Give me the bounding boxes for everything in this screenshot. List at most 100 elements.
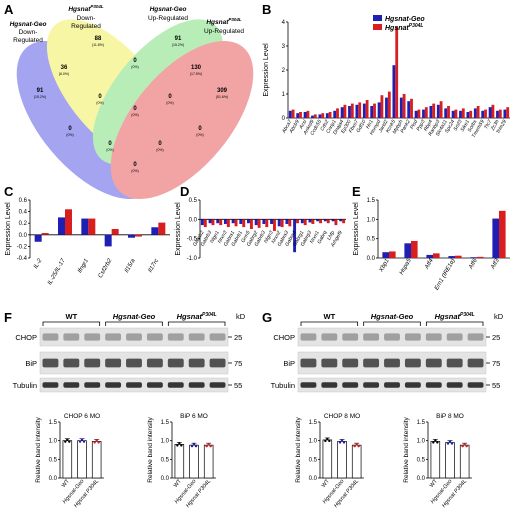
bar [399,97,403,118]
venn-pct: (0%) [131,65,138,69]
x-tick-label: Ern1 (IRE1α) [434,258,457,291]
venn-pct: (17.5%) [190,72,202,76]
x-tick-label: WT [61,478,72,489]
venn-count: 0 [133,106,137,112]
data-point [93,441,96,444]
venn-pct: (0%) [131,169,138,173]
bar [343,104,347,118]
chart-f-chop: CHOP 6 MO 0.0 0.5 1.0 1.5 Relative band inten… [35,413,104,509]
y-tick-label: -0.4 [17,256,28,262]
bar [319,219,323,224]
data-point [446,442,450,445]
data-point [450,442,454,445]
y-tick-label: 0.4 [19,210,28,216]
data-point [432,441,435,444]
bar [339,219,343,222]
y-tick-label: -1.0 [187,256,198,262]
bar [331,219,335,222]
bar [389,251,396,258]
x-tick-label: Csf2rb2 [98,257,114,279]
x-tick-label: Srsf3 [453,119,464,132]
blot-band [105,358,122,368]
blot-band [363,333,380,341]
bar [77,440,87,479]
blot-band [126,333,142,341]
y-tick-label: 1 [282,92,286,98]
blot-row-label: BiP [25,359,37,368]
y-tick-label: 0.5 [309,457,318,463]
bar [321,113,325,118]
x-tick-label: Pisd [409,119,419,131]
chart-e: 0.0 0.5 1.0 1.5 Expression Level Xbp1 Hspa5 Atf… [353,198,510,291]
x-tick-label: Ifngr1 [77,258,90,274]
bar [296,113,300,118]
data-point [357,444,360,448]
blot-band [188,333,205,341]
venn-pct: (15.2%) [172,43,184,47]
data-point [342,441,346,444]
blot-row-label: Tubulin [13,381,37,390]
bar [436,104,440,118]
y-tick-label: 0.0 [309,476,318,482]
bar [81,218,89,235]
bar [326,219,330,224]
bar [430,441,441,479]
x-tick-label: WT [321,478,332,489]
venn-count: 36 [61,65,68,71]
blot-band [188,382,205,388]
bar [216,219,220,224]
bar [429,106,433,118]
blot-band [146,333,163,341]
y-tick-label: 1.0 [417,439,426,445]
data-point [355,442,358,446]
chart-g-chop: CHOP 8 MO 0.0 0.5 1.0 1.5 Relative band inten… [295,413,364,509]
blot-band [105,333,122,341]
bar [318,114,322,118]
bar [257,219,261,228]
blot-band [321,333,338,341]
data-point [66,438,69,441]
blot-band [188,358,205,368]
venn-label-p304l-down-1: HgsnatP304L [68,4,104,13]
y-tick-label: 1.0 [49,439,58,445]
venn-label-geo-down-3: Regulated [13,37,43,44]
bar [174,444,185,479]
bar [88,218,96,235]
y-axis-label: Relative band intensity [147,417,154,483]
blot-band [321,358,338,368]
marker-label: 25 [234,333,242,342]
bar [41,233,49,235]
y-tick-label: 1.0 [367,217,376,223]
blot-band [105,382,122,388]
y-tick-label: 1.5 [309,420,318,426]
x-tick-label: Atf4 [424,257,435,271]
bar [311,219,315,224]
venn-count: 91 [175,36,182,42]
data-point [205,444,208,448]
venn-count: 0 [158,141,162,147]
data-point [461,444,464,448]
bar [484,109,487,118]
bar [247,219,250,224]
marker-label: 55 [492,381,500,390]
x-tick-label: Zc3h [489,119,500,133]
bar [422,109,425,118]
blot-band [146,382,163,388]
bar [239,219,243,224]
blot-band [84,333,101,341]
bar [211,219,215,226]
blot-band [126,358,142,368]
venn-label-p304l-up-1: HgsnatP304L [206,17,242,26]
venn-pct: (0%) [66,133,73,137]
group-bracket [425,321,484,326]
panel-label-g: G [262,310,272,325]
y-tick-label: 0.0 [49,476,58,482]
blot-band [146,358,163,368]
y-tick-label: 4 [282,20,286,26]
blot-band [42,358,59,368]
bar [128,234,135,238]
y-tick-label: 1.0 [309,439,318,445]
bar [328,112,332,118]
bar [477,256,484,258]
venn-count: 91 [37,88,44,94]
